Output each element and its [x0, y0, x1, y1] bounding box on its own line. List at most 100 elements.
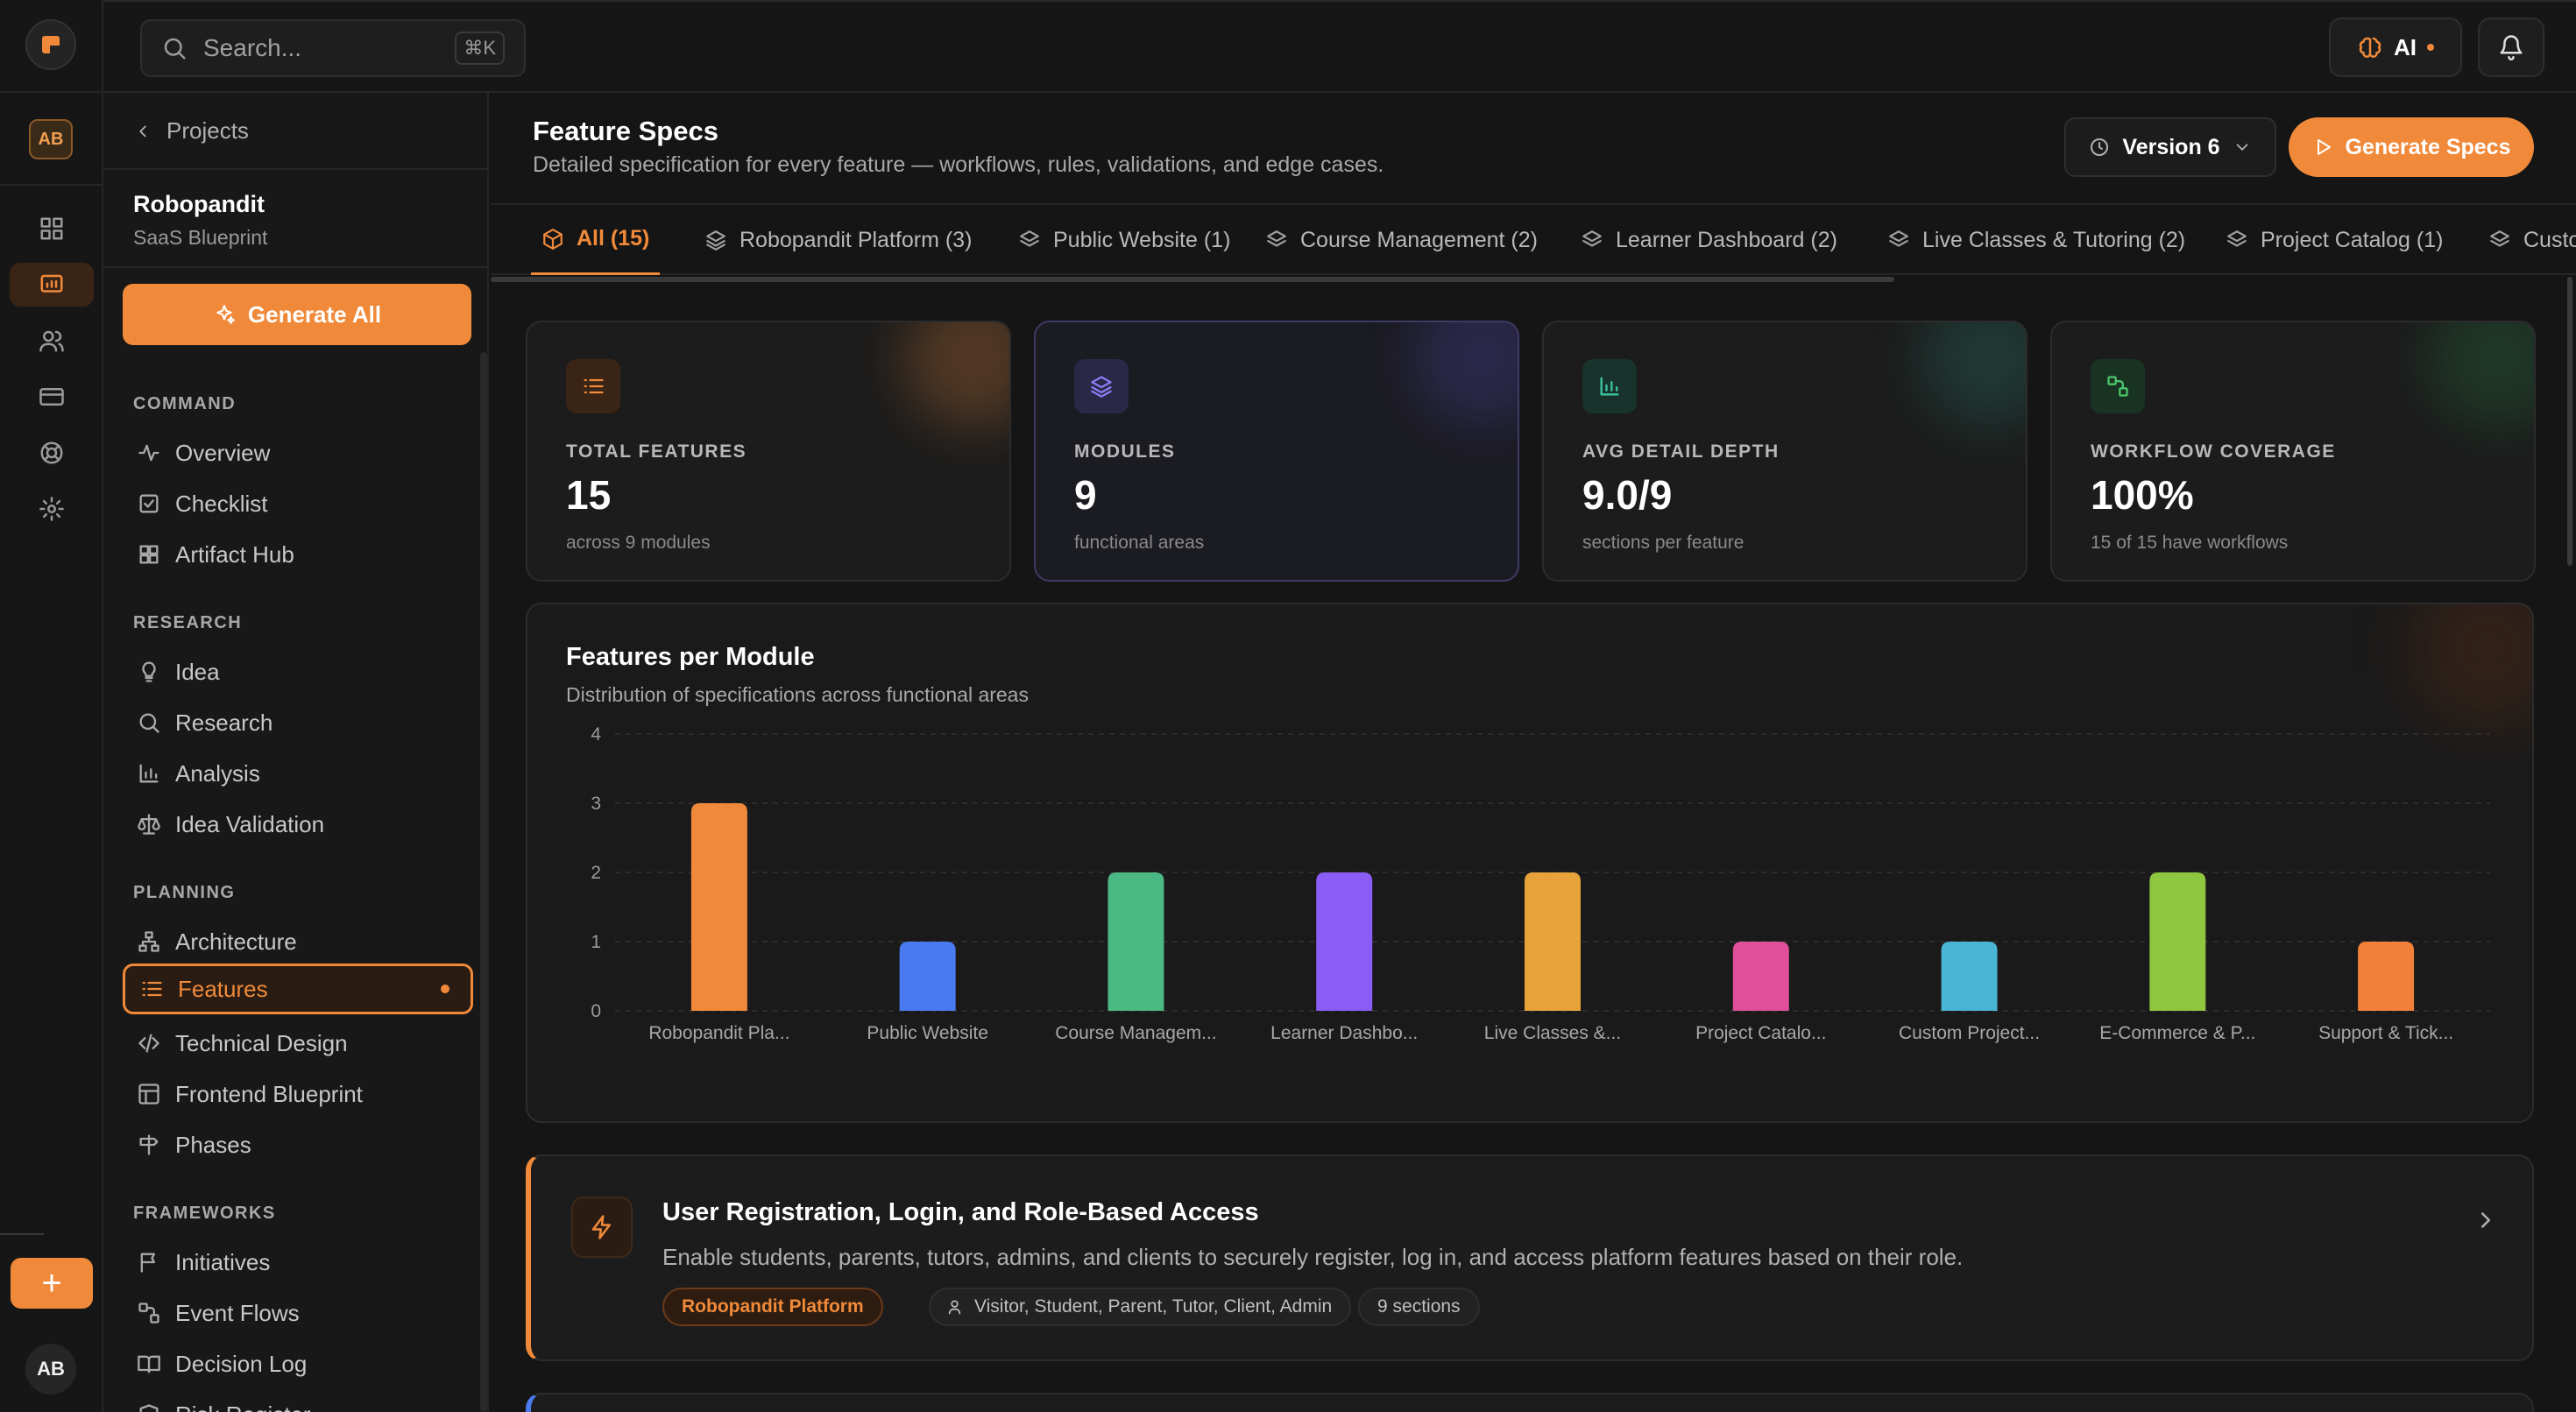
sidebar-item-idea[interactable]: Idea [123, 646, 473, 697]
generate-all-button[interactable]: Generate All [123, 284, 471, 345]
tab-label: All (15) [577, 226, 650, 251]
list-icon [142, 981, 162, 997]
shield-icon [139, 1404, 159, 1412]
divider [103, 266, 487, 268]
sections-badge: 9 sections [1358, 1288, 1480, 1326]
rail-projects-button[interactable] [10, 263, 94, 307]
rail-users-button[interactable] [10, 319, 94, 363]
sidebar-item-label: Artifact Hub [175, 540, 294, 568]
stat-card-avg-detail-depth: AVG DETAIL DEPTH 9.0/9 sections per feat… [1542, 321, 2028, 582]
play-icon [2317, 139, 2331, 155]
scale-icon [138, 814, 160, 835]
sidebar-item-features[interactable]: Features [123, 964, 473, 1014]
sidebar-item-frontend-blueprint[interactable]: Frontend Blueprint [123, 1069, 473, 1119]
stat-card-workflow-coverage: WORKFLOW COVERAGE 100% 15 of 15 have wor… [2050, 321, 2536, 582]
layers-icon [2227, 230, 2247, 247]
stat-subtext: 15 of 15 have workflows [2091, 533, 2289, 553]
stat-value: 15 [566, 472, 612, 518]
tab-course-management[interactable]: Course Management (2) [1255, 205, 1548, 275]
section-title-command: COMMAND [133, 394, 237, 413]
section-title-research: RESEARCH [133, 613, 243, 632]
stat-value: 100% [2091, 472, 2194, 518]
signpost-icon [139, 1134, 159, 1155]
tab-all[interactable]: All (15) [531, 205, 661, 275]
tab-learner-dashboard[interactable]: Learner Dashboard (2) [1570, 205, 1848, 275]
lightbulb-icon [142, 661, 156, 682]
section-title-frameworks: FRAMEWORKS [133, 1204, 276, 1223]
app-logo[interactable] [25, 19, 76, 70]
rail-support-button[interactable] [10, 431, 94, 475]
rail-dashboard-button[interactable] [10, 207, 94, 251]
user-avatar[interactable]: AB [25, 1344, 76, 1394]
feature-card[interactable] [526, 1393, 2534, 1412]
generate-specs-button[interactable]: Generate Specs [2289, 117, 2534, 177]
sidebar-item-technical-design[interactable]: Technical Design [123, 1018, 473, 1069]
back-to-projects[interactable]: Projects [133, 117, 249, 145]
tab-robopandit-platform[interactable]: Robopandit Platform (3) [694, 205, 982, 275]
module-badge: Robopandit Platform [662, 1288, 883, 1326]
tab-label: Robopandit Platform (3) [740, 227, 973, 252]
sidebar-item-risk-register[interactable]: Risk Register [123, 1389, 473, 1412]
bar [1732, 942, 1789, 1011]
feature-description: Enable students, parents, tutors, admins… [662, 1244, 1964, 1270]
stat-card-total-features: TOTAL FEATURES 15 across 9 modules [526, 321, 1011, 582]
sidebar-item-overview[interactable]: Overview [123, 427, 473, 478]
expand-feature[interactable] [2473, 1207, 2499, 1233]
ai-label: AI [2394, 33, 2417, 60]
bar [1316, 872, 1373, 1011]
sidebar-item-label: Analysis [175, 759, 260, 787]
bar [1108, 872, 1164, 1011]
rail-billing-button[interactable] [10, 375, 94, 419]
tab-live-classes[interactable]: Live Classes & Tutoring (2) [1877, 205, 2196, 275]
main-scrollbar[interactable] [2567, 277, 2572, 566]
stat-icon-box [566, 359, 620, 413]
rail-divider [0, 91, 103, 93]
sidebar-item-architecture[interactable]: Architecture [123, 916, 473, 967]
sidebar-item-label: Frontend Blueprint [175, 1080, 363, 1107]
tab-label: Live Classes & Tutoring (2) [1922, 227, 2186, 252]
divider [103, 168, 487, 170]
sidebar-item-event-flows[interactable]: Event Flows [123, 1288, 473, 1338]
search-shortcut: ⌘K [455, 32, 505, 65]
sidebar-item-initiatives[interactable]: Initiatives [123, 1237, 473, 1288]
sidebar-item-decision-log[interactable]: Decision Log [123, 1338, 473, 1389]
notifications-button[interactable] [2478, 18, 2544, 77]
tab-label: Custo [2523, 227, 2576, 252]
y-tick-label: 3 [591, 794, 601, 814]
sidebar-item-artifact-hub[interactable]: Artifact Hub [123, 529, 473, 580]
tab-custom[interactable]: Custo [2478, 205, 2576, 275]
rail-settings-button[interactable] [10, 487, 94, 531]
project-name: Robopandit [133, 191, 265, 217]
sidebar-item-research[interactable]: Research [123, 697, 473, 748]
sidebar-item-checklist[interactable]: Checklist [123, 478, 473, 529]
ai-status-dot [2427, 44, 2434, 51]
tab-project-catalog[interactable]: Project Catalog (1) [2215, 205, 2453, 275]
sidebar-item-label: Features [178, 975, 268, 1002]
tab-public-website[interactable]: Public Website (1) [1008, 205, 1241, 275]
chevron-left-icon [139, 125, 146, 137]
feature-card[interactable]: User Registration, Login, and Role-Based… [526, 1154, 2534, 1361]
module-tabs: All (15) Robopandit Platform (3) Public … [491, 203, 2576, 275]
x-tick-label: Custom Project... [1899, 1023, 2040, 1043]
x-tick-label: Support & Tick... [2318, 1023, 2453, 1043]
sidebar-item-label: Event Flows [175, 1299, 300, 1326]
tabs-scrollbar[interactable] [491, 277, 1894, 282]
sidebar-item-label: Risk Register [175, 1401, 311, 1412]
workspace-avatar[interactable]: AB [29, 119, 73, 159]
ai-button[interactable]: AI [2329, 18, 2462, 77]
sidebar-scrollbar[interactable] [480, 352, 487, 1412]
sidebar-item-idea-validation[interactable]: Idea Validation [123, 799, 473, 850]
sidebar-item-label: Phases [175, 1131, 251, 1158]
card-glow [904, 322, 1009, 427]
sidebar-item-analysis[interactable]: Analysis [123, 748, 473, 799]
bar [1525, 872, 1581, 1011]
version-select[interactable]: Version 6 [2064, 117, 2276, 177]
x-tick-label: E-Commerce & P... [2099, 1023, 2255, 1043]
search-box[interactable]: Search... ⌘K [140, 19, 526, 77]
flag-icon [140, 1253, 155, 1273]
search-input[interactable]: Search... [203, 34, 302, 61]
add-button[interactable]: + [11, 1258, 93, 1309]
sidebar-item-phases[interactable]: Phases [123, 1119, 473, 1170]
stat-value: 9.0/9 [1582, 472, 1673, 518]
sidebar-item-label: Research [175, 709, 273, 736]
